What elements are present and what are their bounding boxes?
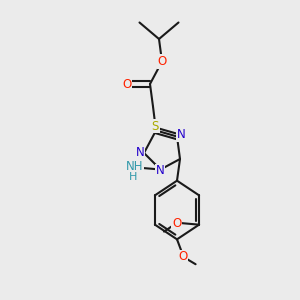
Text: H: H — [129, 172, 138, 182]
Text: N: N — [177, 128, 186, 141]
Text: O: O — [172, 217, 181, 230]
Text: N: N — [136, 146, 145, 159]
Text: S: S — [152, 119, 159, 133]
Text: N: N — [155, 164, 164, 178]
Text: NH: NH — [126, 160, 144, 173]
Text: O: O — [178, 250, 188, 263]
Text: O: O — [158, 55, 166, 68]
Text: O: O — [122, 77, 131, 91]
